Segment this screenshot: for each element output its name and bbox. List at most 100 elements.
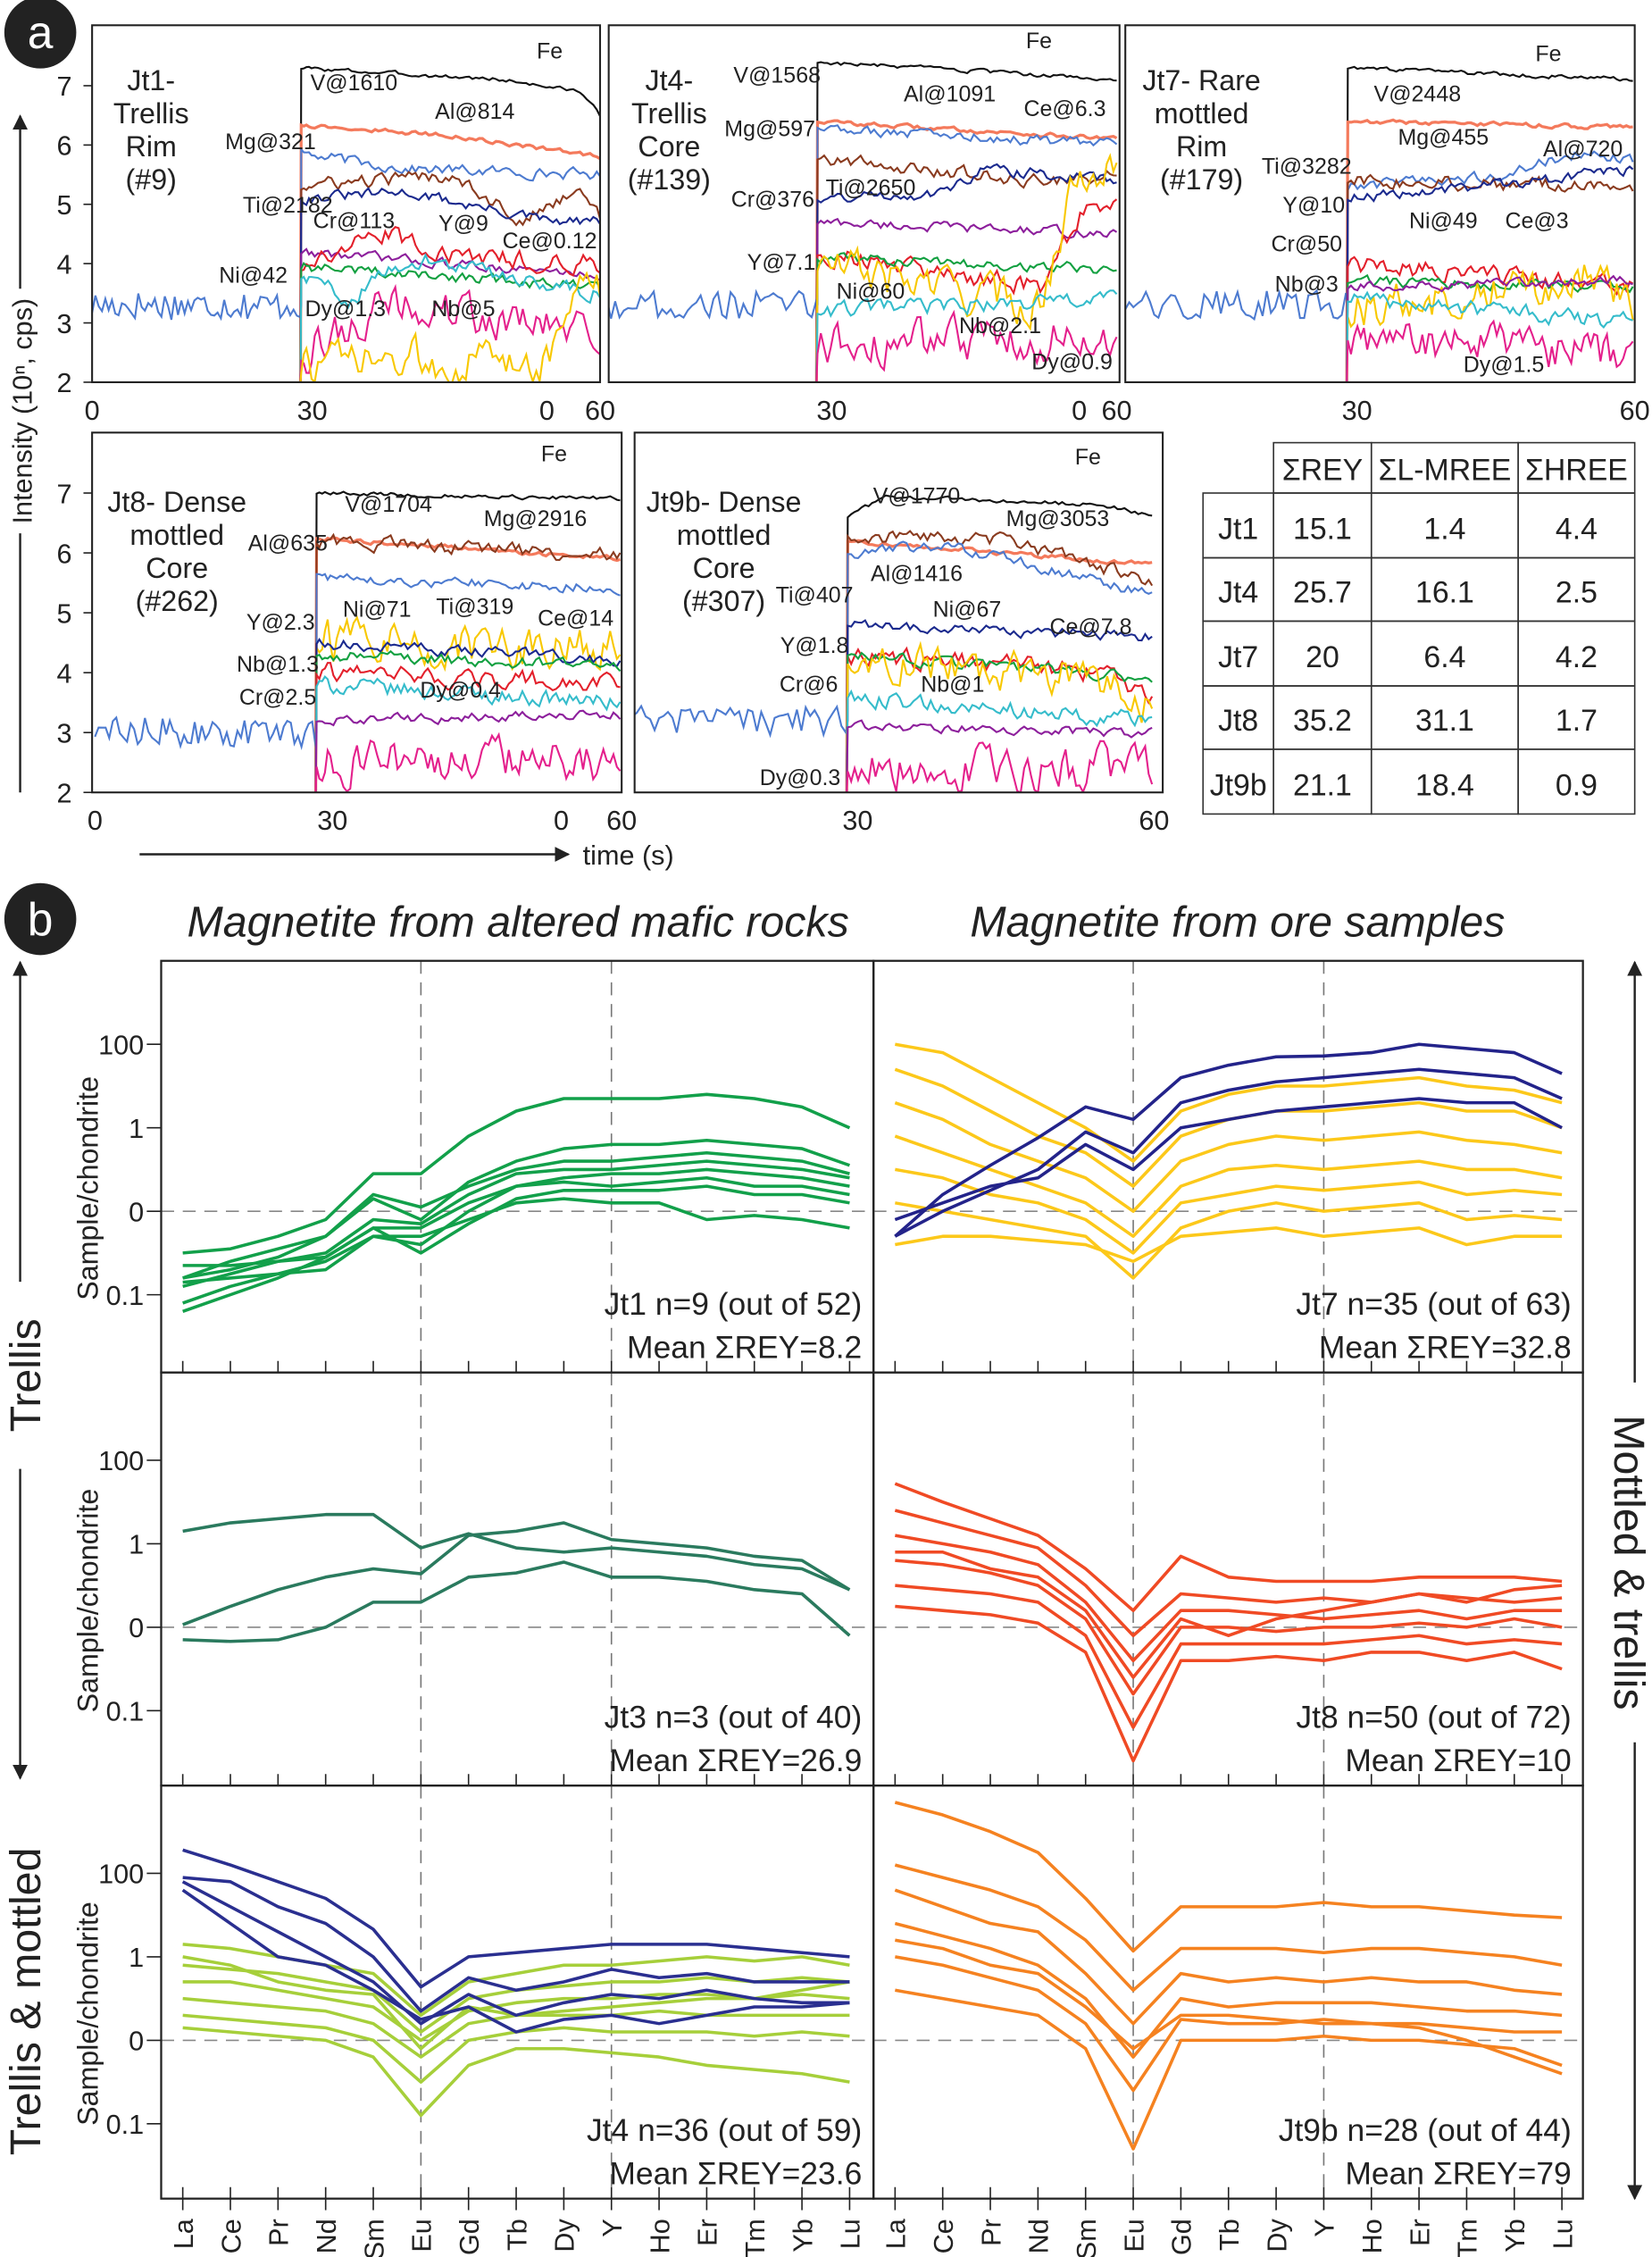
- element-label: Ti@2650: [826, 175, 916, 200]
- y-tick-label: 1: [129, 1943, 144, 1973]
- sample-title: Jt7- Rare: [1142, 64, 1261, 96]
- element-label: Ce@7.8: [1050, 614, 1132, 639]
- x-tick-label: 30: [816, 396, 847, 426]
- trace-Ce: [314, 615, 622, 793]
- sample-title: mottled: [129, 519, 224, 551]
- table-row-label: Jt1: [1218, 513, 1258, 547]
- y-tick-label: 0: [129, 1197, 144, 1227]
- trace-Al: [1125, 150, 1634, 322]
- element-label: Ni@67: [933, 598, 1002, 623]
- ree-sum-table: ΣREY ΣL-MREE ΣHREE Jt1 15.1 1.4 4.4 Jt4 25.7 16.1…: [1202, 441, 1636, 815]
- trace-Mg: [314, 532, 622, 793]
- trace-Nb: [846, 689, 1153, 793]
- element-label: Dy@1.3: [305, 297, 386, 322]
- element-label: V@1704: [345, 492, 432, 517]
- trace-Dy: [815, 309, 1118, 382]
- x-tick-label: Ce: [929, 2219, 959, 2253]
- y-tick-label: 4: [57, 249, 72, 280]
- table-value: 2.5: [1556, 575, 1598, 609]
- x-tick-label: Pr: [976, 2219, 1006, 2246]
- x-tick-label: Eu: [1119, 2219, 1149, 2252]
- element-label: Dy@0.3: [760, 765, 841, 790]
- x-tick-label: Sm: [1072, 2219, 1102, 2257]
- trace-Mg: [846, 530, 1154, 793]
- table-header: ΣREY: [1282, 454, 1363, 488]
- sample-annotation: Mean ΣREY=32.8: [1319, 1330, 1572, 1366]
- x-tick-label: Ho: [645, 2219, 675, 2253]
- trace-V: [814, 119, 1118, 382]
- sample-annotation: Jt4 n=36 (out of 59): [587, 2112, 862, 2148]
- trace-Ni: [1346, 273, 1634, 382]
- series-line: [895, 1201, 1563, 1280]
- series-line: [182, 1176, 850, 1267]
- table-row-label: Jt4: [1218, 575, 1258, 609]
- x-tick-label: Tm: [1453, 2219, 1483, 2257]
- spider-plot-Jt9b: La Ce Pr Nd Sm Eu Gd Tb Dy Y Ho Er Tm Yb Lu Jt9b n=28 (…: [872, 1785, 1584, 2257]
- series-line: [182, 1159, 850, 1288]
- element-label: Cr@376: [731, 187, 814, 212]
- sample-title: Jt4-: [645, 64, 693, 96]
- element-label: Nb@1.3: [237, 652, 319, 677]
- series-lines: [894, 1482, 1563, 1763]
- y-tick-label: 0: [129, 1613, 144, 1643]
- x-tick-label: Er: [1405, 2219, 1435, 2246]
- traces: [92, 65, 600, 382]
- sample-title: Trellis: [631, 97, 707, 130]
- sample-annotation: Jt8 n=50 (out of 72): [1296, 1700, 1571, 1735]
- x-tick-label: Nd: [312, 2219, 342, 2253]
- series-line: [895, 1550, 1563, 1679]
- x-tick-label: 60: [1139, 806, 1169, 836]
- trace-Ni: [815, 252, 1117, 382]
- plot-frame: [1124, 24, 1636, 383]
- element-label: Mg@321: [225, 130, 316, 155]
- trace-Al: [608, 124, 1118, 320]
- table-value: 0.9: [1556, 768, 1598, 802]
- element-label: Cr@113: [313, 209, 396, 234]
- table-row-label: Jt7: [1218, 640, 1258, 674]
- series-line: [895, 1988, 1563, 2151]
- element-label: Y@10: [1282, 193, 1345, 218]
- plot-frame: [633, 431, 1164, 794]
- series-line: [895, 1167, 1563, 1255]
- trace-Cr: [846, 719, 1153, 793]
- element-label: V@1610: [311, 71, 398, 96]
- element-label: Nb@3: [1275, 272, 1339, 297]
- row-label-trellis-mottled: Trellis & mottled: [2, 1848, 50, 2156]
- trace-Ti: [846, 619, 1153, 793]
- trace-Y: [1346, 255, 1634, 382]
- element-label: Cr@2.5: [239, 685, 316, 710]
- series-lines: [181, 1848, 850, 2118]
- y-tick-label: 2: [57, 778, 72, 808]
- element-label: Fe: [537, 38, 563, 63]
- y-axis-label: Sample/chondrite: [72, 1076, 104, 1300]
- element-label: Dy@0.9: [1031, 349, 1113, 374]
- sample-annotation: Jt7 n=35 (out of 63): [1296, 1286, 1571, 1322]
- element-label: Nb@5: [431, 297, 495, 322]
- series-line: [182, 1150, 850, 1280]
- trace-Al: [634, 540, 1153, 739]
- plot-frame: [607, 24, 1121, 383]
- series-line: [182, 1138, 851, 1280]
- element-label: Y@9: [438, 212, 488, 237]
- trace-Ni: [846, 651, 1153, 793]
- element-label: Al@720: [1543, 137, 1623, 162]
- sample-title: (#139): [628, 163, 711, 196]
- element-label: Cr@6: [780, 672, 839, 697]
- element-label: Ti@2182: [243, 193, 333, 218]
- sample-title: (#307): [682, 585, 765, 617]
- series-line: [894, 1863, 1563, 1993]
- table-value: 31.1: [1415, 704, 1474, 738]
- sample-title: Core: [146, 552, 208, 584]
- element-label: Fe: [1535, 42, 1561, 67]
- sample-annotation: Mean ΣREY=23.6: [609, 2156, 862, 2192]
- x-tick-label: Lu: [836, 2219, 866, 2249]
- element-label: Y@1.8: [780, 633, 849, 658]
- element-label: V@2448: [1374, 82, 1462, 107]
- sample-annotation: Jt3 n=3 (out of 40): [605, 1700, 863, 1735]
- table-value: 18.4: [1415, 768, 1474, 802]
- table-value: 1.7: [1556, 704, 1598, 738]
- y-tick-label: 7: [57, 479, 72, 509]
